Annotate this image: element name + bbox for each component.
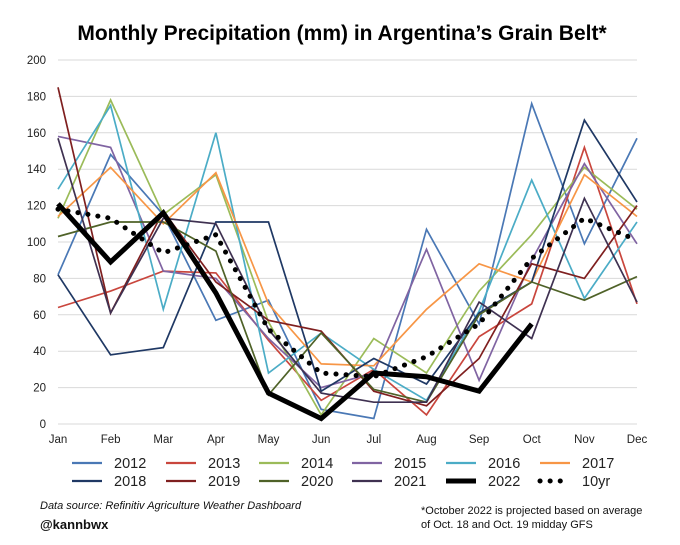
series-line-2017 [57,166,638,367]
legend-item-2019: 2019 [166,474,240,490]
legend-item-2020: 2020 [259,474,333,490]
y-tick-label: 200 [27,55,46,67]
x-tick-label: Jun [312,434,331,446]
legend-label: 2017 [582,456,614,472]
series-line-10yr [55,206,640,380]
legend-label: 2019 [208,474,240,490]
data-source-note: Data source: Refinitiv Agriculture Weath… [40,500,302,512]
series-line-2022 [56,202,534,422]
grid [58,59,637,425]
legend-item-2012: 2012 [72,456,146,472]
projection-note-line-1: *October 2022 is projected based on aver… [421,505,642,517]
y-tick-label: 120 [27,201,46,213]
series-line-2012 [57,100,638,420]
x-tick-label: Oct [523,434,542,446]
legend-item-2016: 2016 [446,456,520,472]
y-tick-label: 80 [33,273,46,285]
legend-item-2017: 2017 [540,456,614,472]
legend-label: 2020 [301,474,333,490]
y-tick-label: 60 [33,310,46,322]
x-tick-label: Aug [416,434,436,446]
legend-item-10yr: 10yr [537,474,610,490]
legend-label: 2022 [488,474,520,490]
legend-label: 2012 [114,456,146,472]
x-axis-ticks: Jan Feb Mar Apr May Jun Jul Aug Sep Oct Nov Dec [49,434,648,446]
y-axis-ticks: 0 20 40 60 80 100 120 140 160 180 200 [27,55,46,431]
legend-item-2022: 2022 [446,474,520,490]
legend-label: 2013 [208,456,240,472]
series-line-2021 [57,138,638,404]
legend-label: 2016 [488,456,520,472]
series-line-2014 [57,97,638,417]
y-tick-label: 100 [27,237,46,249]
y-tick-label: 40 [33,346,46,358]
legend-label: 10yr [582,474,610,490]
projection-note-line-2: of Oct. 18 and Oct. 19 midday GFS [421,519,593,531]
legend-item-2021: 2021 [352,474,426,490]
legend-label: 2018 [114,474,146,490]
x-tick-label: Jan [49,434,68,446]
author-handle: @kannbwx [40,517,109,532]
series-line-2016 [57,103,638,402]
legend-item-2013: 2013 [166,456,240,472]
y-tick-label: 20 [33,383,46,395]
series-line-2015 [57,135,638,389]
x-tick-label: Nov [574,434,595,446]
y-tick-label: 140 [27,164,46,176]
y-tick-label: 160 [27,128,46,140]
legend-label: 2014 [301,456,333,472]
chart-title: Monthly Precipitation (mm) in Argentina’… [77,22,607,45]
legend-item-2018: 2018 [72,474,146,490]
legend-item-2015: 2015 [352,456,426,472]
x-tick-label: Apr [207,434,225,446]
y-tick-label: 0 [40,419,46,431]
x-tick-label: Mar [153,434,173,446]
x-tick-label: Dec [627,434,648,446]
x-tick-label: Feb [101,434,121,446]
y-tick-label: 180 [27,91,46,103]
x-tick-label: Jul [366,434,381,446]
legend-item-2014: 2014 [259,456,333,472]
legend-label: 2021 [394,474,426,490]
series-lines [55,87,640,422]
legend: 2012 2013 2014 2015 2016 2017 2018 2019 2020 2021… [72,456,614,490]
x-tick-label: May [258,434,280,446]
legend-label: 2015 [394,456,426,472]
x-tick-label: Sep [469,434,489,446]
